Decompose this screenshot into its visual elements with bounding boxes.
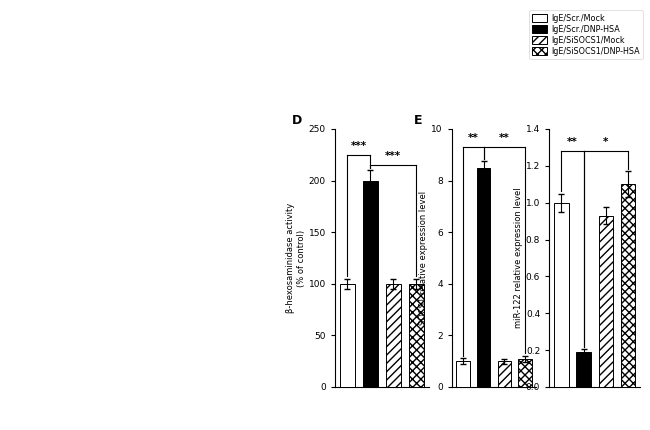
- Text: **: **: [567, 137, 578, 147]
- Legend: IgE/Scr./Mock, IgE/Scr./DNP-HSA, IgE/SiSOCS1/Mock, IgE/SiSOCS1/DNP-HSA: IgE/Scr./Mock, IgE/Scr./DNP-HSA, IgE/SiS…: [529, 10, 643, 59]
- Text: **: **: [499, 133, 510, 143]
- Text: ***: ***: [385, 151, 402, 161]
- Bar: [554, 203, 569, 387]
- Bar: [409, 284, 424, 387]
- Bar: [363, 181, 378, 387]
- Y-axis label: miR-122 relative expression level: miR-122 relative expression level: [514, 187, 523, 329]
- Text: *: *: [603, 137, 608, 147]
- Bar: [577, 352, 591, 387]
- Y-axis label: β-hexosaminidase activity
(% of control): β-hexosaminidase activity (% of control): [286, 203, 306, 313]
- Bar: [621, 184, 635, 387]
- Bar: [456, 361, 470, 387]
- Bar: [477, 168, 490, 387]
- Bar: [518, 359, 532, 387]
- Bar: [599, 215, 613, 387]
- Text: E: E: [413, 114, 423, 126]
- Y-axis label: SOCS1 relative expression level: SOCS1 relative expression level: [419, 191, 428, 325]
- Bar: [386, 284, 401, 387]
- Bar: [498, 361, 511, 387]
- Text: **: **: [468, 133, 479, 143]
- Bar: [340, 284, 355, 387]
- Text: ***: ***: [351, 141, 367, 151]
- Text: D: D: [292, 114, 303, 126]
